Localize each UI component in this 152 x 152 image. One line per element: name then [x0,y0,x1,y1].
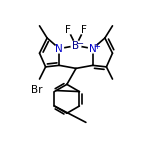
Circle shape [65,27,72,34]
Circle shape [88,44,97,53]
Circle shape [31,84,43,95]
Text: Br: Br [31,85,43,95]
Circle shape [80,27,87,34]
Text: B: B [72,41,79,51]
Circle shape [55,44,64,53]
Text: −: − [76,39,83,48]
Circle shape [71,41,81,50]
Text: F: F [81,25,86,35]
Text: +: + [93,42,100,51]
Text: N: N [55,44,63,54]
Text: N: N [89,44,97,54]
Text: F: F [66,25,71,35]
